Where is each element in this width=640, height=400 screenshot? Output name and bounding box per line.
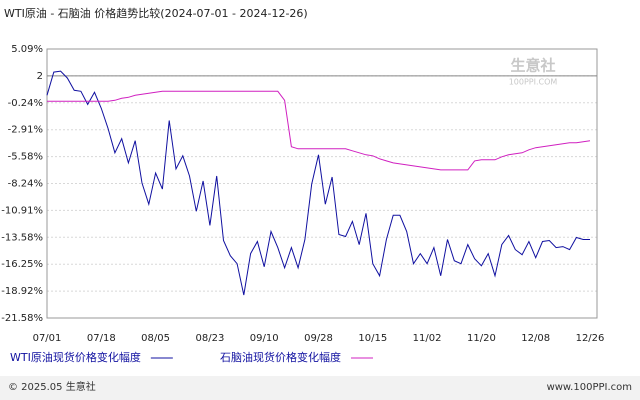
y-tick-label: -10.91% [1, 205, 43, 216]
x-tick-label: 07/18 [87, 333, 116, 344]
y-tick-label: 5.09% [11, 44, 43, 55]
y-tick-label: -18.92% [1, 286, 43, 297]
x-tick-label: 09/10 [250, 333, 279, 344]
legend-label: 石脑油现货价格变化幅度 [220, 350, 341, 364]
y-tick-label: -5.58% [8, 152, 43, 163]
footer-left: © 2025.05 生意社 [8, 380, 96, 393]
watermark: 生意社 [510, 57, 555, 75]
x-tick-label: 10/15 [358, 333, 387, 344]
y-tick-label: -21.58% [1, 313, 43, 324]
footer-bar [0, 376, 640, 400]
x-tick-label: 09/28 [304, 333, 333, 344]
footer-right: www.100PPI.com [547, 382, 632, 393]
chart-title: WTI原油 - 石脑油 价格趋势比较(2024-07-01 - 2024-12-… [4, 6, 308, 20]
x-tick-label: 12/26 [576, 333, 605, 344]
y-tick-label: -0.24% [8, 98, 43, 109]
y-tick-label: -13.58% [1, 232, 43, 243]
watermark-sub: 100PPI.COM [509, 78, 558, 87]
plot-frame [46, 48, 598, 319]
x-tick-label: 07/01 [33, 333, 62, 344]
y-tick-label: -16.25% [1, 259, 43, 270]
x-tick-label: 11/20 [467, 333, 496, 344]
x-tick-label: 08/05 [141, 333, 170, 344]
series-line [47, 90, 591, 171]
y-tick-label: -2.91% [8, 125, 43, 136]
y-tick-label: -8.24% [8, 178, 43, 189]
series-line [46, 70, 590, 296]
x-tick-label: 08/23 [195, 333, 224, 344]
y-tick-label: 2 [37, 71, 43, 82]
x-tick-label: 12/08 [521, 333, 550, 344]
x-tick-label: 11/02 [413, 333, 442, 344]
legend-label: WTI原油现货价格变化幅度 [10, 350, 141, 364]
